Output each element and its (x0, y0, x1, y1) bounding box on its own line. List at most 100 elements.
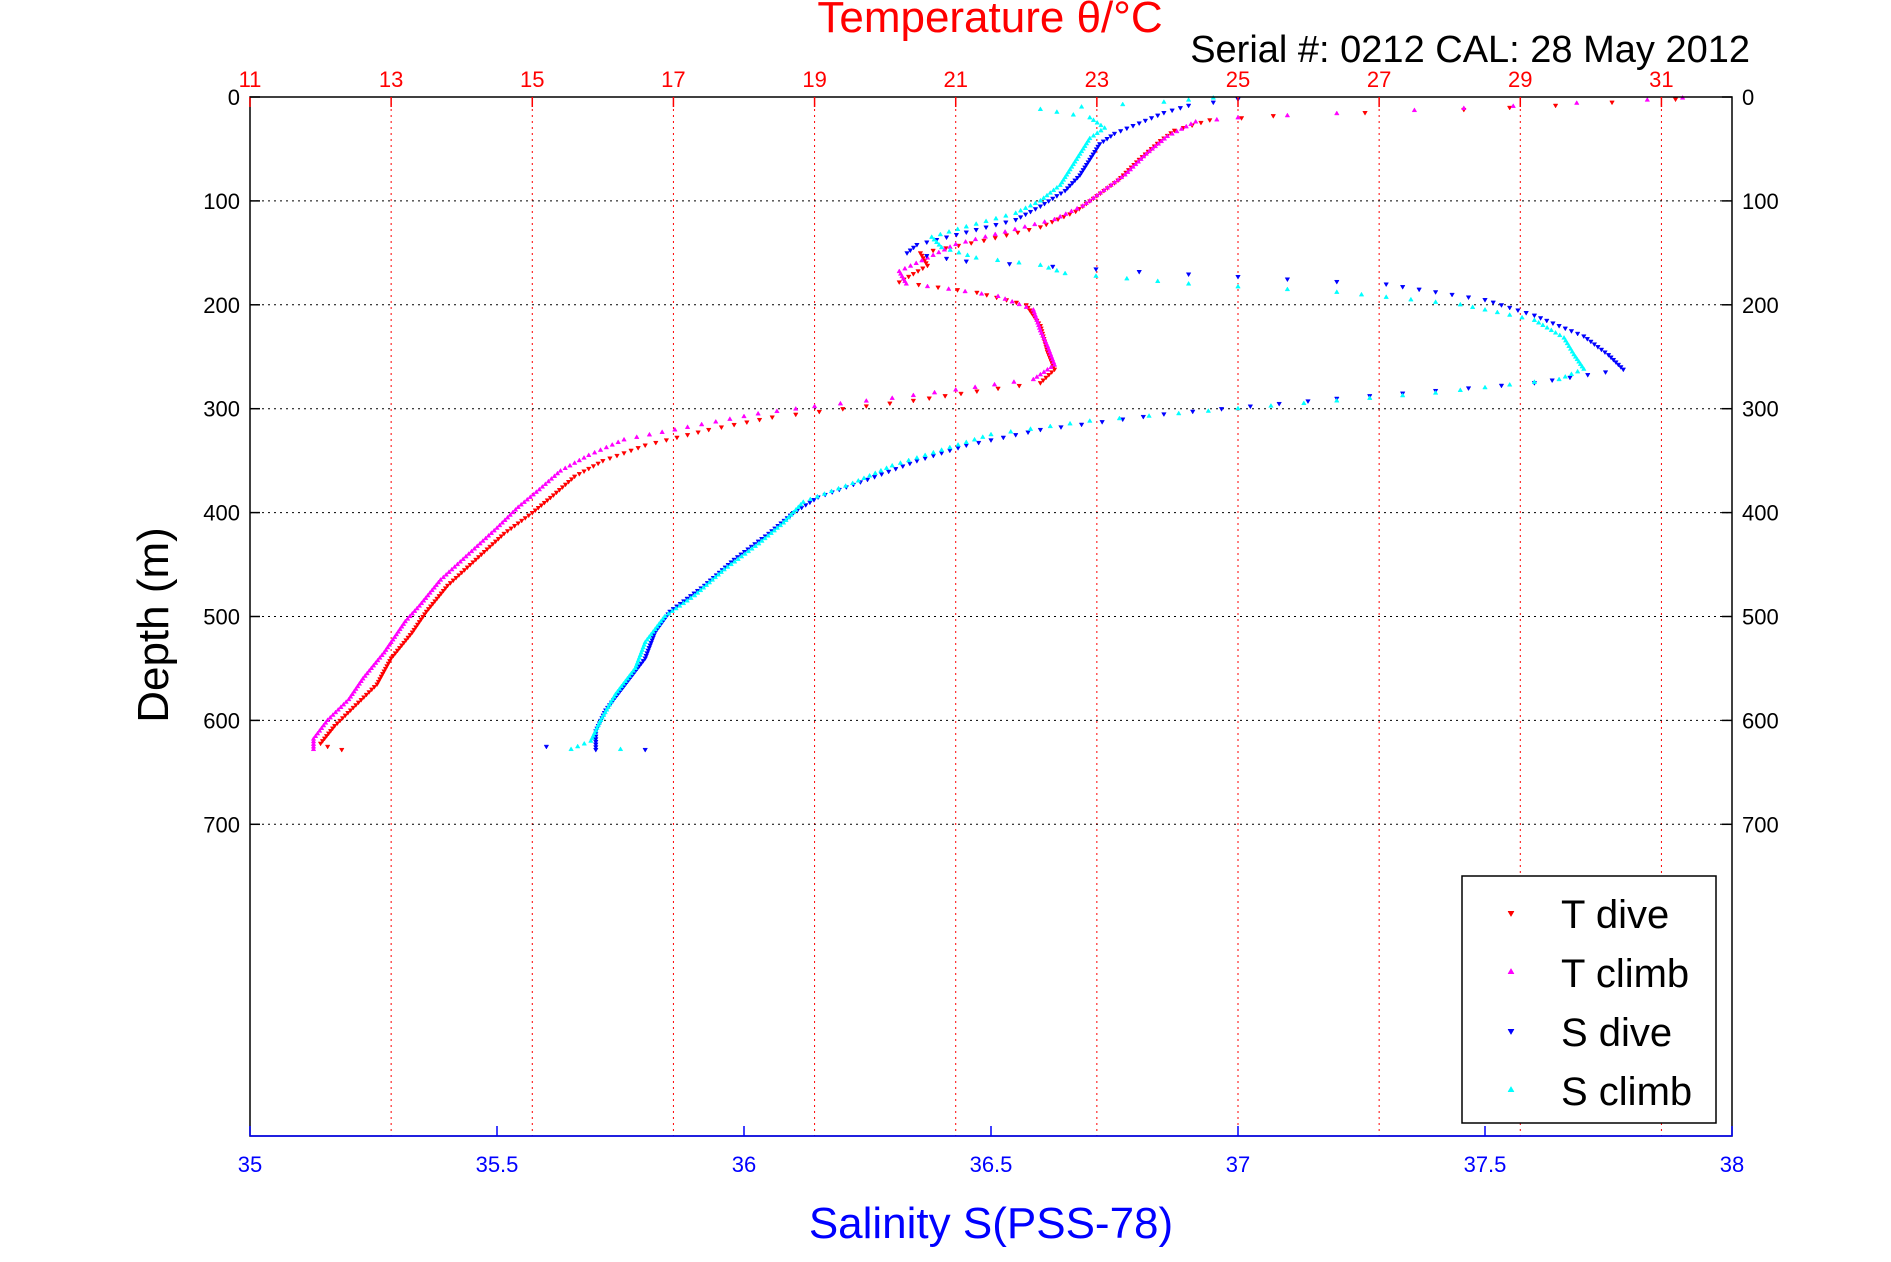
data-point (617, 746, 624, 752)
data-point (557, 467, 564, 473)
data-point (930, 252, 936, 257)
data-point (1358, 291, 1365, 297)
data-point (1507, 312, 1513, 317)
data-point (1078, 422, 1085, 428)
data-point (653, 440, 659, 446)
data-point (407, 613, 413, 619)
data-point (355, 700, 362, 706)
data-point (515, 521, 521, 527)
data-point (1198, 120, 1204, 126)
data-point (993, 215, 999, 221)
data-point (450, 578, 456, 584)
data-point (1334, 289, 1340, 294)
data-point (1235, 114, 1241, 120)
data-point (790, 509, 797, 515)
data-point (1174, 128, 1180, 134)
data-point (1544, 318, 1550, 324)
data-point (388, 639, 394, 645)
legend-label: S climb (1561, 1070, 1692, 1114)
data-point (471, 545, 478, 551)
data-point (749, 545, 755, 551)
data-point (660, 615, 666, 621)
data-point (614, 453, 620, 459)
data-point (1048, 370, 1055, 376)
data-point (325, 731, 332, 737)
depth-tick-label-right: 700 (1742, 812, 1779, 837)
data-point (1562, 337, 1569, 343)
data-point (402, 618, 408, 624)
data-point (442, 586, 449, 592)
data-point (1672, 97, 1679, 103)
data-point (684, 433, 691, 438)
data-point (423, 609, 430, 615)
data-point (889, 395, 895, 400)
data-point (938, 244, 945, 250)
data-point (386, 641, 393, 647)
data-point (1564, 340, 1571, 346)
data-point (971, 436, 978, 442)
data-point (774, 525, 781, 530)
data-point (642, 747, 648, 753)
data-point (1449, 292, 1455, 298)
data-point (905, 457, 912, 463)
temperature-tick-label: 29 (1508, 67, 1532, 92)
data-point (418, 600, 425, 606)
data-point (1155, 140, 1162, 146)
data-point (1584, 337, 1591, 342)
data-point (962, 238, 969, 244)
data-point (473, 557, 479, 563)
data-point (837, 400, 844, 406)
data-point (1094, 130, 1100, 135)
data-point (991, 381, 998, 387)
data-point (1041, 218, 1048, 224)
data-point (1037, 371, 1044, 377)
data-point (451, 564, 458, 569)
data-point (1574, 100, 1580, 105)
data-point (1334, 110, 1340, 116)
data-point (1562, 373, 1568, 379)
data-point (363, 692, 370, 698)
data-point (1457, 387, 1463, 392)
data-point (449, 566, 455, 572)
data-point (327, 729, 334, 734)
data-point (378, 674, 384, 680)
data-point (312, 733, 319, 738)
data-point (554, 470, 561, 476)
data-point (1085, 160, 1091, 166)
data-point (1032, 200, 1039, 205)
data-point (591, 449, 598, 455)
data-point (375, 657, 381, 663)
temperature-tick-label: 23 (1085, 67, 1109, 92)
data-point (919, 253, 925, 259)
data-point (1090, 132, 1097, 138)
data-point (1608, 355, 1614, 361)
data-point (1595, 345, 1601, 350)
data-point (646, 646, 652, 651)
data-point (1054, 194, 1060, 199)
data-point (958, 391, 964, 397)
data-point (752, 543, 759, 548)
data-point (1598, 347, 1605, 353)
temperature-tick-label: 31 (1649, 67, 1673, 92)
legend-label: T dive (1561, 893, 1669, 937)
data-point (1054, 184, 1060, 190)
data-point (576, 457, 583, 463)
data-point (915, 269, 921, 274)
data-point (1461, 105, 1467, 110)
data-point (1568, 329, 1575, 334)
data-point (645, 648, 651, 654)
data-point (697, 587, 704, 593)
data-point (1482, 298, 1488, 303)
data-point (866, 472, 873, 478)
data-point (995, 293, 1001, 299)
data-point (955, 441, 961, 447)
data-point (1087, 114, 1093, 120)
data-point (1050, 196, 1056, 202)
data-point (1041, 369, 1047, 374)
data-point (973, 228, 979, 233)
data-point (331, 724, 338, 729)
data-point (339, 747, 345, 753)
data-point (943, 235, 950, 241)
data-point (539, 483, 546, 489)
data-point (318, 725, 325, 730)
